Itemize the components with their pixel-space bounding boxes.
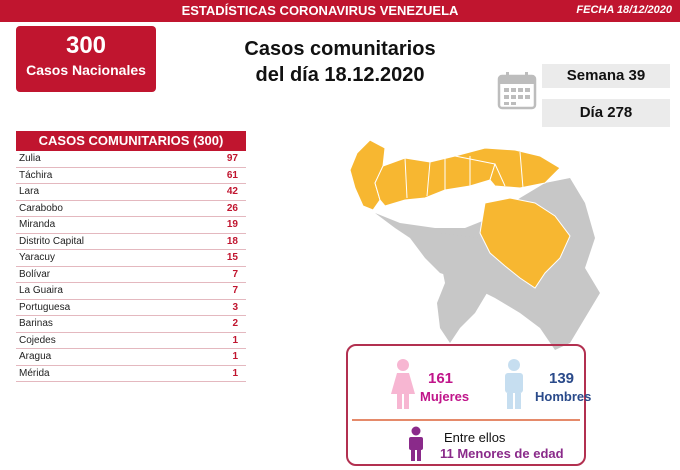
state-name: Táchira	[19, 169, 53, 181]
cases-table-title: CASOS COMUNITARIOS (300)	[16, 131, 246, 151]
state-name: Aragua	[19, 351, 52, 362]
state-name: Cojedes	[19, 334, 56, 346]
state-name: La Guaira	[19, 285, 63, 296]
men-label: Hombres	[535, 389, 592, 404]
map-region-borders	[404, 151, 524, 199]
table-row: Yaracuy 15	[16, 250, 246, 267]
state-name: Mérida	[19, 367, 50, 379]
banner-title: ESTADÍSTICAS CORONAVIRUS VENEZUELA	[181, 3, 459, 18]
demographics-panel	[346, 344, 586, 466]
top-banner: ESTADÍSTICAS CORONAVIRUS VENEZUELA FECHA…	[0, 0, 680, 22]
map-amazonas-region	[437, 233, 495, 343]
state-count: 61	[226, 169, 238, 181]
state-count: 97	[226, 153, 238, 164]
state-count: 7	[232, 268, 238, 280]
headline: Casos comunitarios del día 18.12.2020	[215, 36, 465, 88]
men-count: 139	[549, 370, 575, 387]
table-row: Zulia 97	[16, 151, 246, 168]
cases-table: CASOS COMUNITARIOS (300) Zulia 97 Táchira 6…	[16, 131, 246, 382]
state-count: 26	[226, 202, 238, 214]
week-indicator: Semana 39	[542, 64, 670, 88]
national-cases-box: 300 Casos Nacionales	[16, 26, 156, 92]
state-count: 1	[232, 334, 238, 346]
state-count: 1	[232, 367, 238, 379]
table-row: Portuguesa 3	[16, 300, 246, 316]
state-name: Portuguesa	[19, 301, 71, 313]
state-count: 2	[232, 318, 238, 329]
man-icon	[505, 359, 523, 409]
state-count: 19	[226, 219, 238, 230]
headline-line-1: Casos comunitarios	[244, 38, 436, 60]
women-label: Mujeres	[420, 389, 470, 404]
state-count: 3	[232, 301, 238, 313]
child-icon	[409, 426, 423, 461]
state-name: Barinas	[19, 318, 53, 329]
minors-count: 11 Menores de edad	[440, 446, 564, 461]
day-indicator: Día 278	[542, 99, 670, 127]
demographics-divider	[352, 419, 580, 421]
map-west-regions	[374, 155, 496, 207]
state-name: Bolívar	[19, 268, 51, 280]
banner-date: FECHA 18/12/2020	[576, 4, 672, 16]
table-row: Bolívar 7	[16, 267, 246, 283]
table-row: Mérida 1	[16, 366, 246, 382]
state-name: Lara	[19, 186, 40, 197]
state-count: 18	[226, 235, 238, 247]
map-north-central-regions	[454, 147, 561, 189]
table-row: Táchira 61	[16, 168, 246, 184]
women-count: 161	[428, 370, 454, 387]
state-name: Yaracuy	[19, 252, 55, 263]
table-row: Lara 42	[16, 184, 246, 201]
national-cases-count: 300	[65, 32, 107, 59]
table-row: Miranda 19	[16, 217, 246, 234]
headline-line-2: del día 18.12.2020	[255, 64, 425, 86]
cases-table-body: Zulia 97 Táchira 61 Lara 42 Carabobo 26 Miranda 1…	[16, 151, 246, 382]
table-row: Aragua 1	[16, 349, 246, 366]
state-name: Distrito Capital	[19, 235, 85, 247]
calendar-icon	[497, 72, 537, 110]
state-name: Zulia	[19, 153, 41, 164]
venezuela-map	[349, 139, 600, 350]
national-cases-label: Casos Nacionales	[26, 62, 146, 78]
table-row: Cojedes 1	[16, 333, 246, 349]
state-count: 7	[232, 285, 238, 296]
state-count: 15	[226, 252, 238, 263]
table-row: Barinas 2	[16, 316, 246, 333]
state-count: 42	[226, 186, 238, 197]
state-name: Carabobo	[19, 202, 63, 214]
table-row: Carabobo 26	[16, 201, 246, 217]
state-count: 1	[232, 351, 238, 362]
map-bolivar-region	[479, 197, 571, 289]
state-name: Miranda	[19, 219, 56, 230]
minors-intro: Entre ellos	[444, 430, 506, 445]
woman-icon	[391, 359, 415, 409]
table-row: La Guaira 7	[16, 283, 246, 300]
table-row: Distrito Capital 18	[16, 234, 246, 250]
